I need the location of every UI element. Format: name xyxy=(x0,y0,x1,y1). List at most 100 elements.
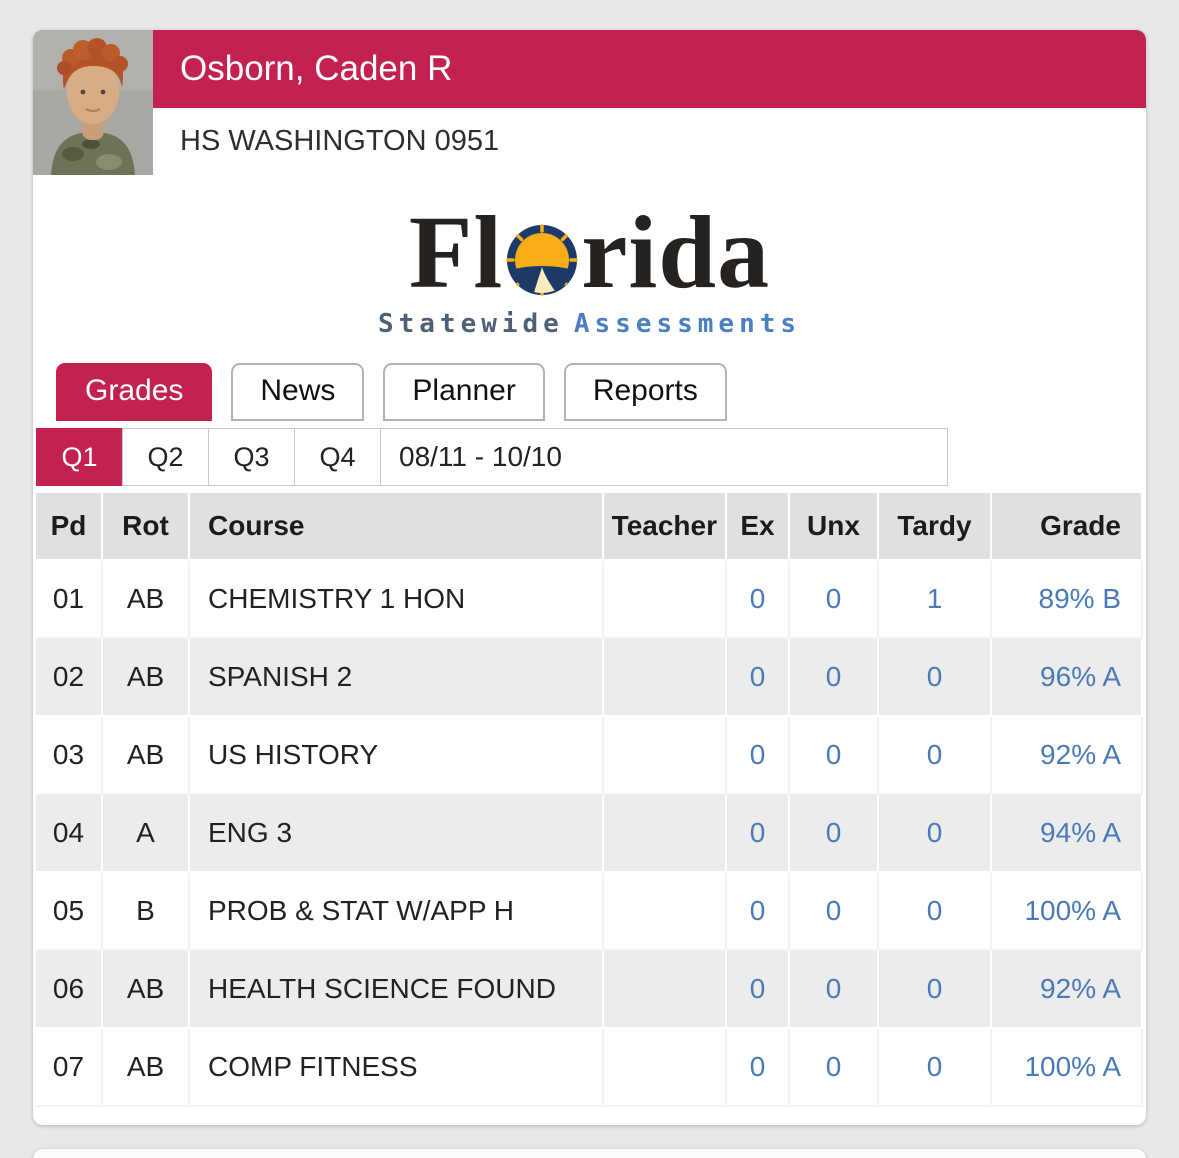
tab-reports[interactable]: Reports xyxy=(563,363,727,421)
student-name: Osborn, Caden R xyxy=(180,49,453,88)
course-cell: CHEMISTRY 1 HON xyxy=(190,561,604,639)
tab-news[interactable]: News xyxy=(231,363,365,421)
rotation-cell: AB xyxy=(103,561,190,639)
table-header-row: Pd Rot Course Teacher Ex Unx Tardy Grade xyxy=(36,493,1143,561)
table-row: 05 B PROB & STAT W/APP H 0 0 0 100% A xyxy=(36,873,1143,951)
course-cell: HEALTH SCIENCE FOUND xyxy=(190,951,604,1029)
grade-link[interactable]: 94% A xyxy=(992,795,1143,873)
excused-count[interactable]: 0 xyxy=(727,561,790,639)
col-header-teacher: Teacher xyxy=(604,493,727,561)
tardy-count[interactable]: 0 xyxy=(879,951,992,1029)
table-row: 01 AB CHEMISTRY 1 HON 0 0 1 89% B xyxy=(36,561,1143,639)
period-cell: 01 xyxy=(36,561,103,639)
course-cell: PROB & STAT W/APP H xyxy=(190,873,604,951)
rotation-cell: AB xyxy=(103,639,190,717)
teacher-cell xyxy=(604,951,727,1029)
teacher-cell xyxy=(604,873,727,951)
student-grades-card: Osborn, Caden R HS WASHINGTON 0951 Fl xyxy=(33,30,1146,1125)
logo-subtitle-statewide: Statewide xyxy=(377,309,564,339)
grade-link[interactable]: 89% B xyxy=(992,561,1143,639)
logo-text-start: Fl xyxy=(408,195,504,310)
tardy-count[interactable]: 1 xyxy=(879,561,992,639)
quarter-q2[interactable]: Q2 xyxy=(122,428,209,486)
quarter-q4[interactable]: Q4 xyxy=(294,428,381,486)
teacher-cell xyxy=(604,717,727,795)
col-header-rot: Rot xyxy=(103,493,190,561)
col-header-ex: Ex xyxy=(727,493,790,561)
tardy-count[interactable]: 0 xyxy=(879,873,992,951)
rotation-cell: AB xyxy=(103,717,190,795)
grade-link[interactable]: 100% A xyxy=(992,873,1143,951)
student-photo-image xyxy=(33,30,153,175)
quarter-q1[interactable]: Q1 xyxy=(36,428,123,486)
period-cell: 04 xyxy=(36,795,103,873)
period-cell: 07 xyxy=(36,1029,103,1107)
period-cell: 03 xyxy=(36,717,103,795)
period-cell: 02 xyxy=(36,639,103,717)
excused-count[interactable]: 0 xyxy=(727,639,790,717)
col-header-unx: Unx xyxy=(790,493,879,561)
rotation-cell: A xyxy=(103,795,190,873)
logo-wordmark: Fl xyxy=(33,201,1146,305)
course-cell: US HISTORY xyxy=(190,717,604,795)
table-row: 04 A ENG 3 0 0 0 94% A xyxy=(36,795,1143,873)
grade-link[interactable]: 92% A xyxy=(992,951,1143,1029)
grade-link[interactable]: 100% A xyxy=(992,1029,1143,1107)
excused-count[interactable]: 0 xyxy=(727,795,790,873)
unexcused-count[interactable]: 0 xyxy=(790,795,879,873)
course-cell: COMP FITNESS xyxy=(190,1029,604,1107)
tab-planner[interactable]: Planner xyxy=(383,363,545,421)
unexcused-count[interactable]: 0 xyxy=(790,639,879,717)
table-row: 03 AB US HISTORY 0 0 0 92% A xyxy=(36,717,1143,795)
logo-subtitle-assessments: Assessments xyxy=(573,309,802,339)
sun-icon xyxy=(506,210,578,296)
student-header: Osborn, Caden R HS WASHINGTON 0951 xyxy=(33,30,1146,175)
table-row: 07 AB COMP FITNESS 0 0 0 100% A xyxy=(36,1029,1143,1107)
course-cell: ENG 3 xyxy=(190,795,604,873)
rotation-cell: AB xyxy=(103,1029,190,1107)
grade-link[interactable]: 92% A xyxy=(992,717,1143,795)
col-header-tardy: Tardy xyxy=(879,493,992,561)
rotation-cell: B xyxy=(103,873,190,951)
unexcused-count[interactable]: 0 xyxy=(790,873,879,951)
tardy-count[interactable]: 0 xyxy=(879,795,992,873)
excused-count[interactable]: 0 xyxy=(727,873,790,951)
grades-table: Pd Rot Course Teacher Ex Unx Tardy Grade… xyxy=(36,493,1143,1107)
excused-count[interactable]: 0 xyxy=(727,951,790,1029)
unexcused-count[interactable]: 0 xyxy=(790,1029,879,1107)
teacher-cell xyxy=(604,561,727,639)
school-name: HS WASHINGTON 0951 xyxy=(180,125,500,157)
main-tabs: Grades News Planner Reports xyxy=(33,363,1146,421)
course-cell: SPANISH 2 xyxy=(190,639,604,717)
florida-assessments-logo: Fl xyxy=(33,175,1146,363)
excused-count[interactable]: 0 xyxy=(727,717,790,795)
tab-grades[interactable]: Grades xyxy=(56,363,213,421)
tardy-count[interactable]: 0 xyxy=(879,1029,992,1107)
quarter-bar: Q1 Q2 Q3 Q4 08/11 - 10/10 xyxy=(36,428,1143,486)
quarter-date-range: 08/11 - 10/10 xyxy=(380,428,948,486)
next-section-card xyxy=(33,1149,1146,1158)
grade-link[interactable]: 96% A xyxy=(992,639,1143,717)
table-row: 02 AB SPANISH 2 0 0 0 96% A xyxy=(36,639,1143,717)
period-cell: 06 xyxy=(36,951,103,1029)
quarter-q3[interactable]: Q3 xyxy=(208,428,295,486)
table-row: 06 AB HEALTH SCIENCE FOUND 0 0 0 92% A xyxy=(36,951,1143,1029)
teacher-cell xyxy=(604,1029,727,1107)
rotation-cell: AB xyxy=(103,951,190,1029)
student-photo xyxy=(33,30,153,175)
student-name-banner: Osborn, Caden R xyxy=(153,30,1146,108)
unexcused-count[interactable]: 0 xyxy=(790,951,879,1029)
tardy-count[interactable]: 0 xyxy=(879,639,992,717)
excused-count[interactable]: 0 xyxy=(727,1029,790,1107)
col-header-pd: Pd xyxy=(36,493,103,561)
unexcused-count[interactable]: 0 xyxy=(790,561,879,639)
logo-subtitle: Statewide Assessments xyxy=(33,309,1146,339)
logo-text-end: rida xyxy=(581,195,771,310)
tardy-count[interactable]: 0 xyxy=(879,717,992,795)
teacher-cell xyxy=(604,795,727,873)
col-header-course: Course xyxy=(190,493,604,561)
col-header-grade: Grade xyxy=(992,493,1143,561)
period-cell: 05 xyxy=(36,873,103,951)
teacher-cell xyxy=(604,639,727,717)
unexcused-count[interactable]: 0 xyxy=(790,717,879,795)
